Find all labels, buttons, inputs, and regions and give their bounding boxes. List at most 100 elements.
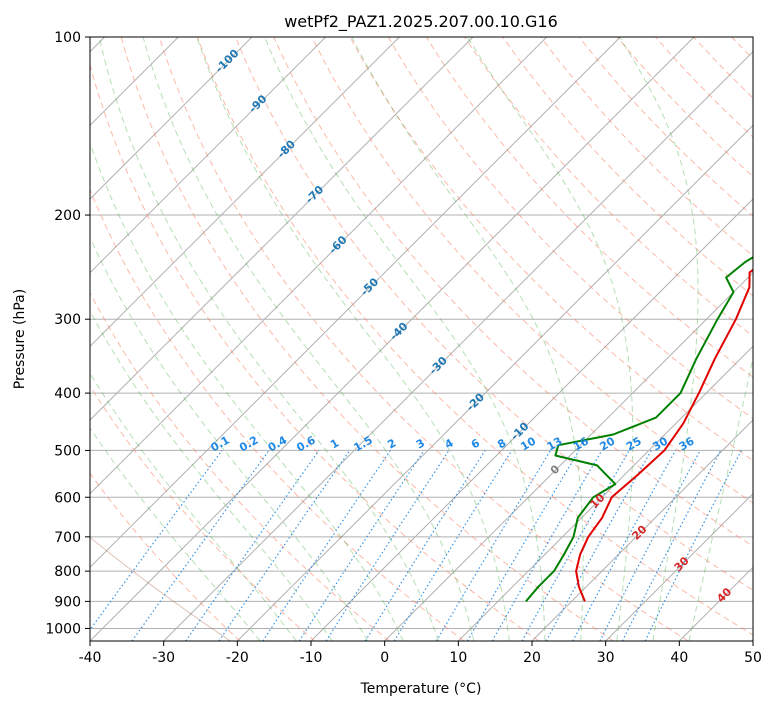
isotherm-line <box>457 345 753 641</box>
isotherm-line <box>163 50 753 641</box>
mixing-ratio-label: 0.1 <box>209 433 232 454</box>
y-axis-title: Pressure (hPa) <box>12 289 28 389</box>
mixing-ratio-label: 2 <box>385 436 398 451</box>
plot-frame <box>89 36 754 642</box>
temperature-trace <box>575 268 753 602</box>
isotherm-line <box>90 37 327 274</box>
y-tick-label: 200 <box>54 208 81 224</box>
y-tick-label: 400 <box>54 386 81 402</box>
dry-adiabat-line <box>387 37 753 420</box>
x-tick-label: -30 <box>152 650 175 666</box>
x-tick-label: 40 <box>670 650 688 666</box>
y-tick-label: 100 <box>54 30 81 46</box>
dry-adiabat-line <box>235 37 753 591</box>
y-tick-label: 600 <box>54 490 81 506</box>
x-tick-label: -40 <box>79 650 102 666</box>
dry-adiabat-line <box>693 37 753 99</box>
mixing-ratio-line <box>364 450 486 641</box>
dry-adiabat-line <box>90 188 465 641</box>
dry-adiabat-line <box>425 37 753 378</box>
isotherm-line <box>90 37 400 348</box>
mixing-ratio-label: 3 <box>414 436 427 451</box>
isotherm-line <box>90 37 253 200</box>
moist-adiabat-line <box>90 310 333 641</box>
mixing-ratio-line <box>325 450 450 641</box>
isotherm-line <box>384 271 753 641</box>
isotherm-line <box>236 124 753 641</box>
dry-adiabat-line <box>311 37 753 504</box>
mixing-ratio-line <box>90 450 223 631</box>
isotherm-line <box>90 37 474 421</box>
moist-adiabat-line <box>688 355 753 641</box>
dry-adiabat-line <box>273 37 753 547</box>
dry-adiabat-line <box>770 37 775 641</box>
x-tick-label: 10 <box>449 650 467 666</box>
x-tick-label: -20 <box>226 650 249 666</box>
y-tick-label: 900 <box>54 594 81 610</box>
mixing-ratio-line <box>521 450 630 641</box>
mixing-ratio-line <box>131 450 270 641</box>
mixing-ratio-line <box>393 450 513 641</box>
dry-adiabat-line <box>90 62 540 641</box>
isotherm-line <box>310 198 753 641</box>
mixing-ratio-label: 6 <box>469 436 482 451</box>
x-tick-label: 20 <box>523 650 541 666</box>
moist-adiabat-line <box>90 236 369 641</box>
dry-adiabat-line <box>90 291 390 641</box>
dry-adiabat-line <box>655 37 753 138</box>
reference-curve <box>90 536 231 641</box>
x-tick-label: 30 <box>597 650 615 666</box>
mixing-ratio-label: 4 <box>442 436 455 451</box>
mixing-ratio-label: 1.5 <box>352 433 375 454</box>
mixing-ratio-label: 0.2 <box>237 433 260 454</box>
isotherm-line <box>90 37 621 569</box>
mixing-ratio-line <box>435 450 552 641</box>
mixing-ratio-line <box>185 450 320 641</box>
y-tick-label: 1000 <box>45 621 81 637</box>
chart-title: wetPf2_PAZ1.2025.207.00.10.G16 <box>284 12 558 32</box>
mixing-ratio-line <box>545 450 652 641</box>
moist-adiabat-line <box>196 37 510 641</box>
mixing-ratio-line <box>262 450 391 641</box>
moist-adiabat-line <box>264 37 546 641</box>
moist-adiabat-line <box>351 37 584 641</box>
isotherm-line <box>752 640 753 641</box>
mixing-ratio-line <box>644 450 743 641</box>
moist-adiabat-line <box>142 37 475 641</box>
mixing-ratio-label: 8 <box>495 436 508 451</box>
isotherm-line <box>678 566 753 641</box>
isotherm-line <box>531 419 753 641</box>
moist-adiabat-line <box>618 37 699 641</box>
x-axis-title: Temperature (°C) <box>360 681 482 697</box>
dry-adiabat-line <box>90 384 316 641</box>
moist-adiabat-line <box>98 37 439 641</box>
dry-adiabat-line <box>90 472 241 641</box>
mixing-ratio-line <box>572 450 677 641</box>
dry-adiabat-line <box>120 37 614 641</box>
y-tick-label: 800 <box>54 564 81 580</box>
mixing-ratio-line <box>599 450 701 641</box>
dry-adiabat-line <box>158 37 689 641</box>
dry-adiabat-line <box>502 37 753 297</box>
x-tick-label: -10 <box>300 650 323 666</box>
mixing-ratio-label: 1 <box>328 436 341 451</box>
dry-adiabat-line <box>464 37 753 337</box>
mixing-ratio-label: 0.4 <box>266 433 290 454</box>
isotherm-line <box>90 37 548 495</box>
y-tick-label: 700 <box>54 530 81 546</box>
y-tick-label: 500 <box>54 443 81 459</box>
mixing-ratio-line <box>621 450 722 641</box>
moist-adiabat-line <box>90 141 404 641</box>
isotherm-line <box>605 492 753 641</box>
moist-adiabat-line <box>90 372 297 641</box>
mixing-ratio-line <box>218 450 351 641</box>
x-tick-label: 0 <box>380 650 389 666</box>
dewpoint-trace <box>525 256 753 603</box>
isotherm-line <box>90 37 695 641</box>
x-tick-label: 50 <box>744 650 762 666</box>
dry-adiabat-line <box>349 37 753 462</box>
moist-adiabat-line <box>90 427 261 641</box>
mixing-ratio-line <box>298 450 425 641</box>
dry-adiabat-line <box>197 37 753 636</box>
